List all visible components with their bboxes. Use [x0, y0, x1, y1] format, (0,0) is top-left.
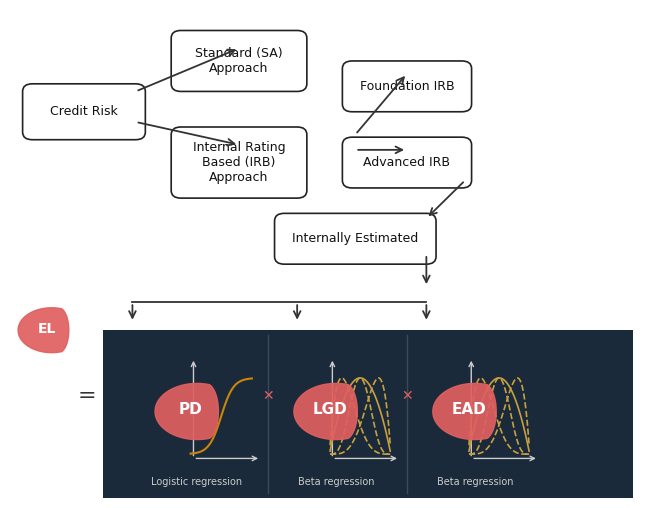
Text: EAD: EAD: [451, 402, 486, 418]
Text: Advanced IRB: Advanced IRB: [364, 156, 450, 169]
FancyBboxPatch shape: [342, 61, 472, 112]
Polygon shape: [294, 384, 357, 439]
FancyBboxPatch shape: [23, 84, 145, 140]
FancyBboxPatch shape: [171, 127, 307, 198]
Text: Logistic regression: Logistic regression: [151, 477, 243, 487]
Text: EL: EL: [37, 322, 56, 336]
FancyBboxPatch shape: [342, 137, 472, 188]
Text: Internal Rating
Based (IRB)
Approach: Internal Rating Based (IRB) Approach: [193, 141, 286, 184]
Text: Credit Risk: Credit Risk: [50, 105, 118, 118]
Text: Standard (SA)
Approach: Standard (SA) Approach: [195, 47, 283, 75]
FancyBboxPatch shape: [275, 213, 436, 264]
Text: Foundation IRB: Foundation IRB: [360, 80, 454, 93]
Text: =: =: [78, 386, 96, 406]
Polygon shape: [155, 384, 218, 439]
FancyBboxPatch shape: [171, 30, 307, 91]
Text: ✕: ✕: [401, 389, 413, 403]
Text: Beta regression: Beta regression: [298, 477, 374, 487]
Text: PD: PD: [179, 402, 203, 418]
Polygon shape: [18, 308, 69, 353]
Text: Internally Estimated: Internally Estimated: [292, 232, 419, 245]
Polygon shape: [433, 384, 496, 439]
Text: LGD: LGD: [312, 402, 347, 418]
Text: ✕: ✕: [262, 389, 274, 403]
FancyBboxPatch shape: [103, 330, 633, 498]
Text: Beta regression: Beta regression: [437, 477, 513, 487]
